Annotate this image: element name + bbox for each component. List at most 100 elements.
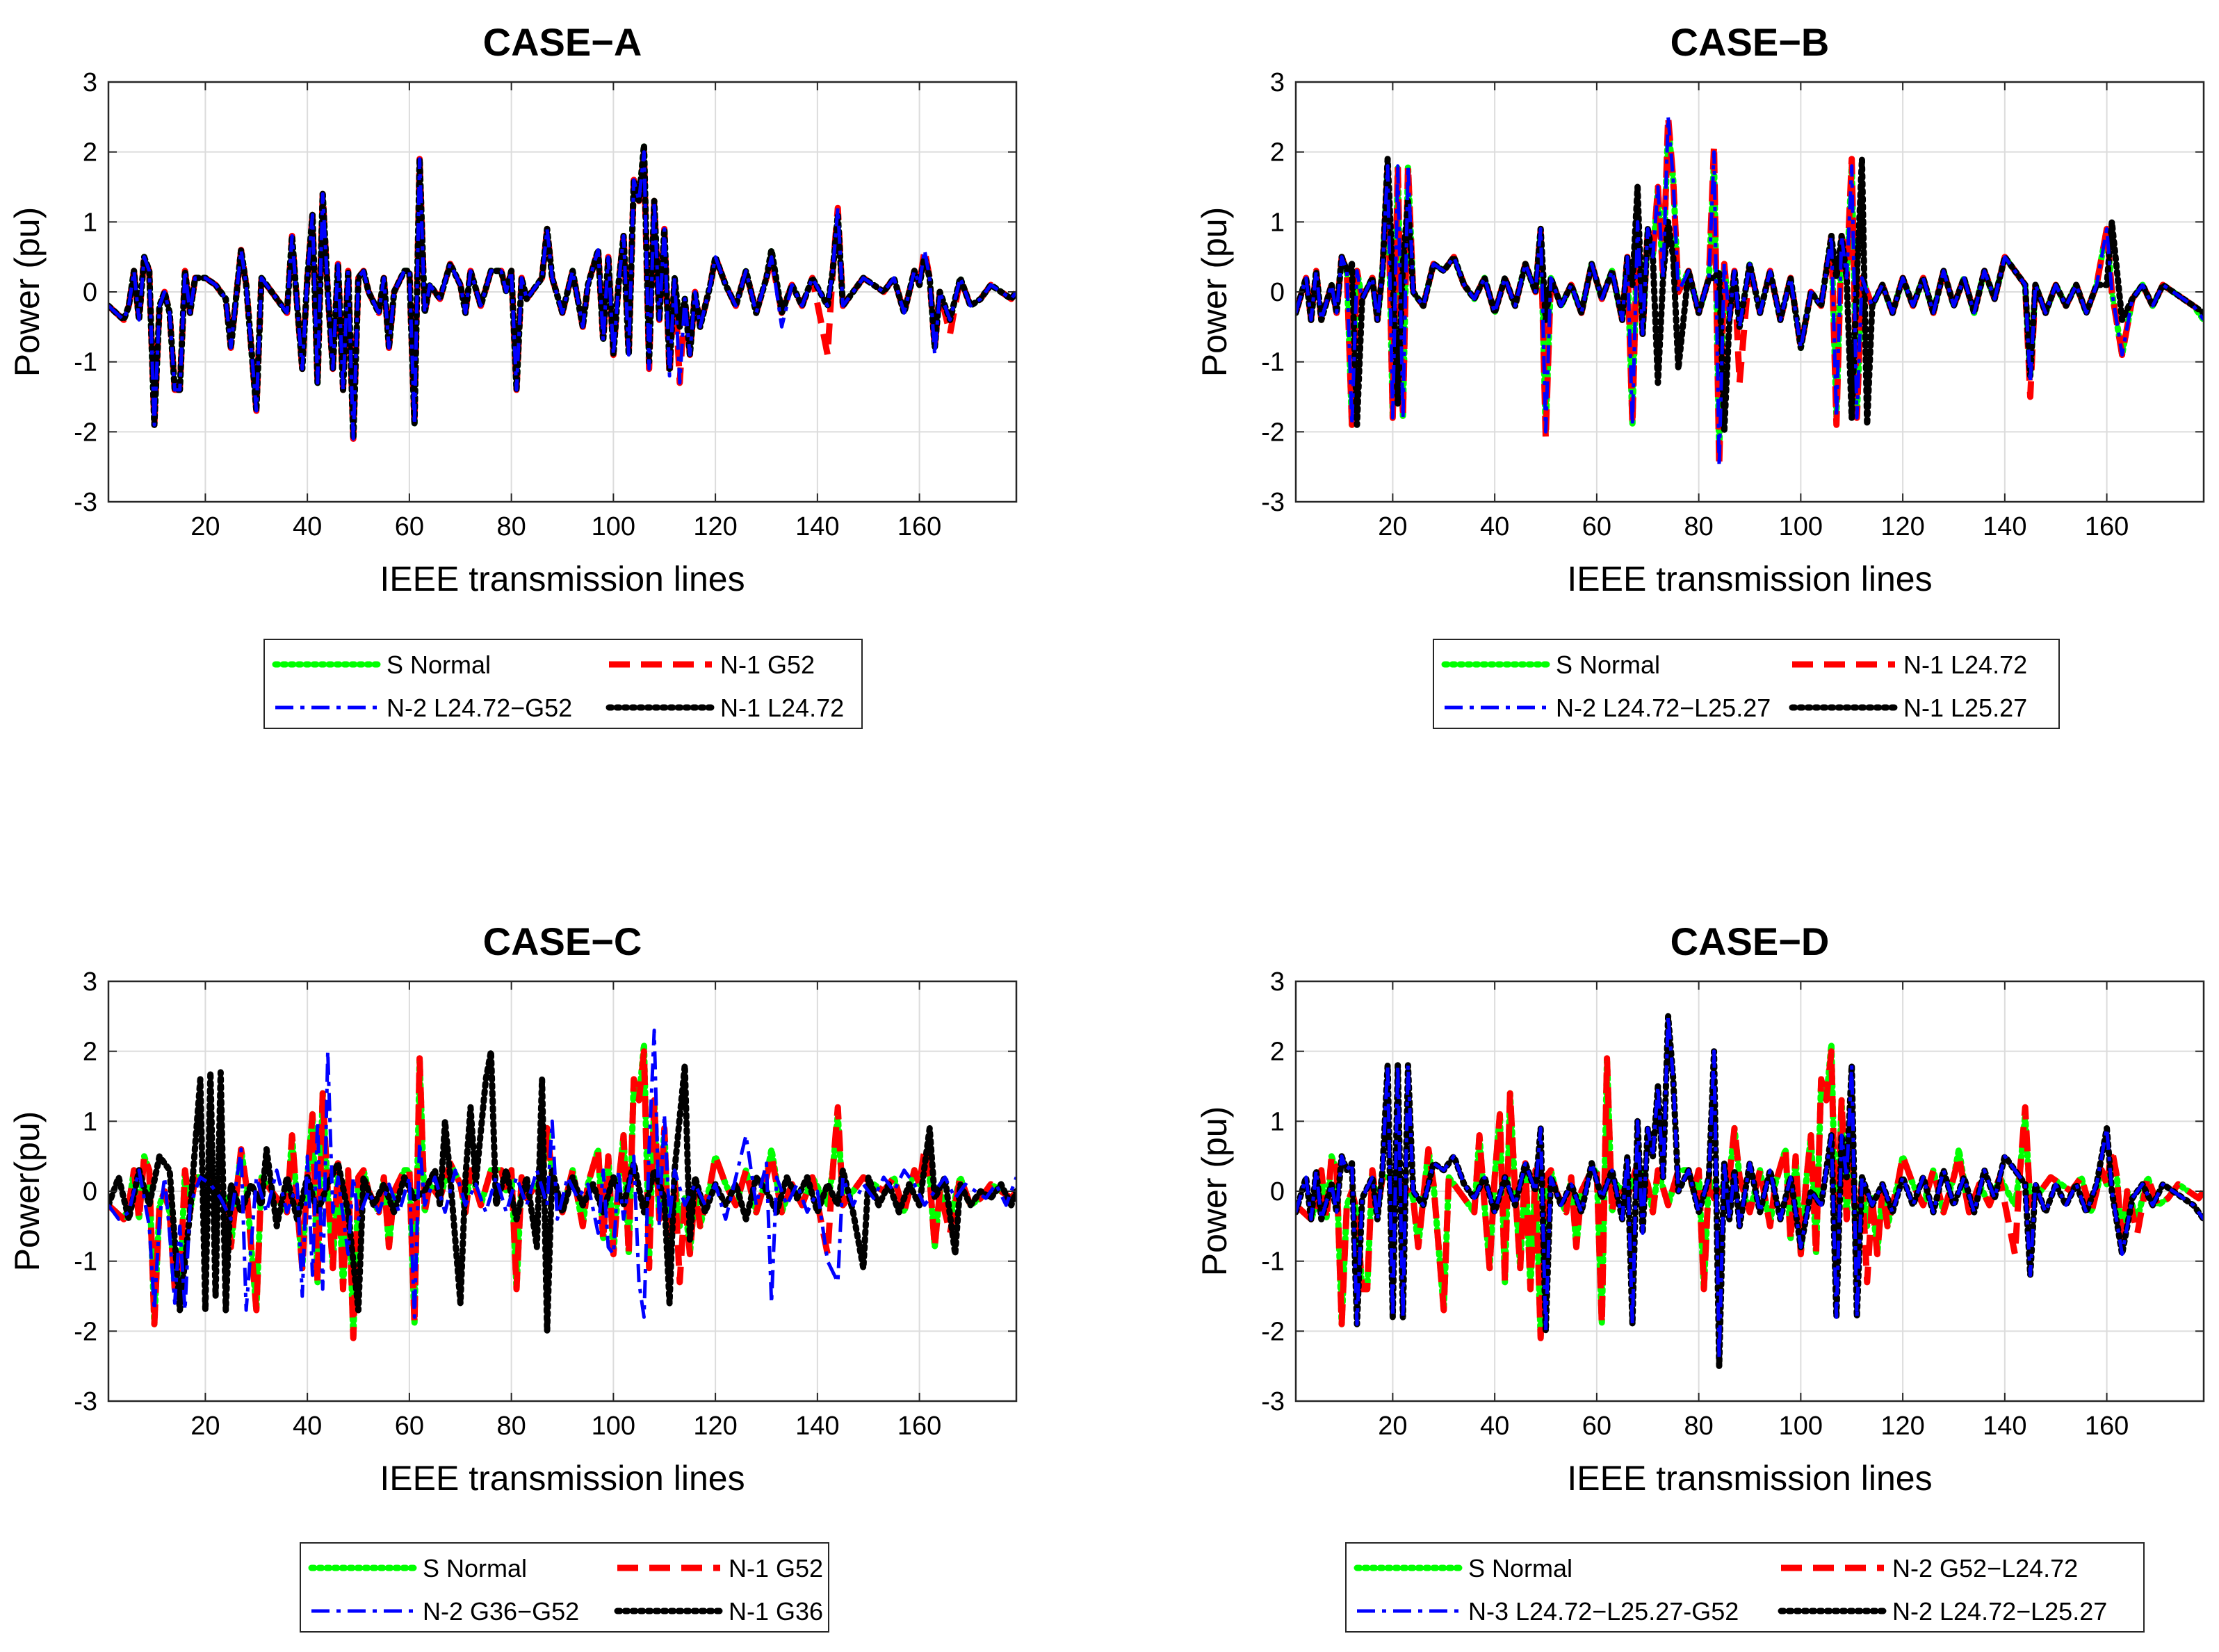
series-group [1296,113,2204,471]
x-tick-label: 120 [1880,512,1924,541]
legend-label: S Normal [1556,651,1660,679]
legend: S Normal N-1 G52 N-2 L24.72−G52 N-1 L24.72 [263,639,863,729]
y-tick-label: 1 [1270,208,1285,237]
x-tick-label: 140 [1983,1412,2026,1441]
chart-title: CASE−B [1671,20,1830,64]
legend-label: S Normal [1468,1554,1572,1583]
legend-box [263,639,863,729]
legend-label: N-2 L24.72−G52 [387,694,572,722]
y-tick-label: 0 [83,1177,97,1207]
y-axis-label: Power (pu) [8,207,47,377]
y-tick-label: 0 [1270,278,1285,307]
x-tick-label: 20 [190,512,220,541]
y-tick-label: 1 [83,208,97,237]
x-tick-label: 20 [190,1412,220,1441]
y-axis-label: Power(pu) [8,1111,47,1272]
legend-label: N-1 L24.72 [1903,651,2027,679]
series-line-n-3-l24-72-l25-27-g52 [1296,1014,2204,1361]
x-tick-label: 100 [592,1412,635,1441]
legend-label: S Normal [387,651,491,679]
y-tick-label: -2 [74,1317,97,1346]
y-tick-label: -2 [1261,1317,1285,1346]
x-tick-label: 120 [693,1412,737,1441]
legend-box [1345,1542,2145,1633]
chart-title: CASE−C [483,919,642,963]
x-tick-label: 20 [1378,1412,1407,1441]
legend-label: N-1 G52 [720,651,815,679]
chart-panel-1: 20 40 60 80 100 120 140 160 -3 -2 -1 0 1 2 3 CASE−A IEEE… [8,20,1018,729]
series-line-n-2-l24-72-l25-27 [1296,115,2204,469]
chart-panel-2: 20 40 60 80 100 120 140 160 -3 -2 -1 0 1 2 3 CASE−B IEEE… [1195,20,2205,729]
x-tick-label: 100 [1779,1412,1823,1441]
chart-title: CASE−A [483,20,642,64]
legend: S Normal N-1 L24.72 N-2 L24.72−L25.27 N-1 L… [1433,639,2060,729]
chart-panel-4: 20 40 60 80 100 120 140 160 -3 -2 -1 0 1 2 3 CASE−D IEEE… [1195,919,2205,1633]
legend-label: N-2 L24.72−L25.27 [1892,1597,2107,1626]
x-axis-label: IEEE transmission lines [1567,559,1932,598]
y-tick-label: 3 [83,967,97,997]
x-tick-label: 80 [496,512,526,541]
x-tick-label: 140 [795,1412,839,1441]
chart-title: CASE−D [1671,919,1830,963]
x-tick-label: 20 [1378,512,1407,541]
y-tick-label: -1 [1261,1248,1285,1277]
x-tick-label: 160 [2085,1412,2129,1441]
x-tick-label: 160 [897,1412,941,1441]
x-tick-label: 40 [1480,512,1509,541]
legend-label: S Normal [423,1554,527,1583]
y-tick-label: 1 [83,1107,97,1136]
legend-label: N-2 G52−L24.72 [1892,1554,2078,1583]
y-tick-label: -1 [1261,348,1285,377]
panels: 20 40 60 80 100 120 140 160-3-2-10123CASE−AIEEE… [8,20,2205,1633]
x-tick-label: 160 [897,512,941,541]
x-tick-label: 80 [1684,1412,1713,1441]
y-axis-label: Power (pu) [1195,1106,1234,1277]
legend: S Normal N-2 G52−L24.72 N-3 L24.72−L25.27-… [1345,1542,2145,1633]
y-tick-label: 0 [83,278,97,307]
x-tick-label: 140 [795,512,839,541]
y-tick-label: -3 [1261,1387,1285,1416]
y-tick-label: 0 [1270,1177,1285,1207]
y-tick-label: -1 [74,1248,97,1277]
legend-label: N-2 G36−G52 [423,1597,579,1626]
x-tick-label: 120 [1880,1412,1924,1441]
chart-panel-3: 20 40 60 80 100 120 140 160 -3 -2 -1 0 1 2 3 CASE−C IEEE… [8,919,1018,1633]
y-tick-label: -3 [74,1387,97,1416]
x-tick-label: 100 [1779,512,1823,541]
series-group [1296,1013,2204,1370]
x-tick-label: 80 [1684,512,1713,541]
y-tick-label: 3 [1270,68,1285,97]
y-tick-label: 2 [1270,138,1285,167]
legend-label: N-2 L24.72−L25.27 [1556,694,1771,722]
y-tick-label: 1 [1270,1107,1285,1136]
y-tick-label: -2 [74,418,97,447]
y-axis-label: Power (pu) [1195,207,1234,377]
x-tick-label: 160 [2085,512,2129,541]
x-tick-label: 80 [496,1412,526,1441]
legend-label: N-1 L24.72 [720,694,844,722]
series-line-n-2-g36-g52 [108,1029,1016,1319]
series-group [108,1029,1016,1341]
x-tick-label: 40 [293,512,322,541]
y-tick-label: 2 [83,138,97,167]
y-tick-label: 3 [1270,967,1285,997]
y-tick-label: 2 [1270,1038,1285,1067]
series-line-n-2-l24-72-g52 [108,150,1016,441]
legend-label: N-1 G36 [729,1597,823,1626]
x-tick-label: 40 [1480,1412,1509,1441]
series-line-n-1-l25-27 [1296,156,2204,435]
legend-label: N-3 L24.72−L25.27-G52 [1468,1597,1739,1626]
x-tick-label: 120 [693,512,737,541]
x-tick-label: 60 [395,512,424,541]
legend: S Normal N-1 G52 N-2 G36−G52 N-1 G36 [300,1542,829,1633]
y-tick-label: 3 [83,68,97,97]
y-tick-label: -1 [74,348,97,377]
y-tick-label: -3 [1261,488,1285,517]
x-tick-label: 60 [395,1412,424,1441]
y-tick-label: -2 [1261,418,1285,447]
legend-box [1433,639,2060,729]
series-group [108,142,1016,442]
x-tick-label: 40 [293,1412,322,1441]
x-tick-label: 60 [1582,512,1611,541]
